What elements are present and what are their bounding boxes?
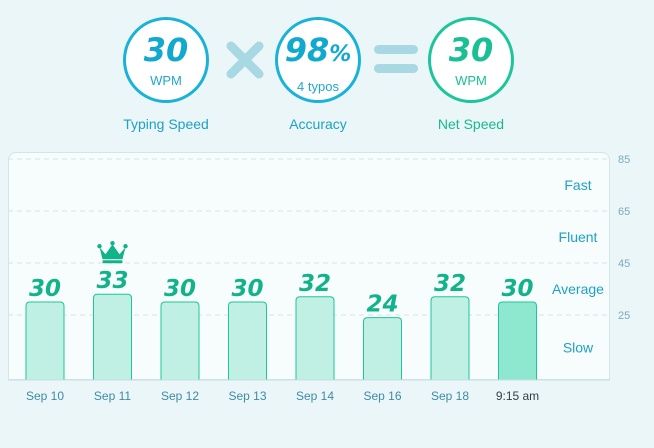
net-speed-value: 30 (448, 31, 494, 69)
bar (228, 301, 267, 381)
bar-value-label: 30 (164, 276, 196, 302)
zone-label: Fast (564, 177, 591, 193)
crown-icon (97, 241, 128, 264)
bar-value-label: 24 (366, 292, 398, 318)
x-tick-label: Sep 11 (94, 389, 131, 403)
bar-value-label: 32 (299, 271, 331, 297)
net-speed-label: Net Speed (437, 116, 505, 132)
net-speed-unit: WPM (455, 73, 487, 88)
zone-label: Average (552, 281, 604, 297)
y-tick-label: 85 (618, 154, 630, 166)
y-tick-label: 25 (618, 310, 630, 322)
x-tick-label: 9:15 am (496, 389, 539, 403)
x-tick-label: Sep 14 (296, 389, 334, 403)
typing-speed-circle: 30 WPM (123, 17, 209, 103)
bar-value-label: 32 (434, 271, 466, 297)
zone-label: Fluent (559, 229, 598, 245)
x-tick-label: Sep 18 (431, 389, 469, 403)
bar (430, 296, 470, 381)
accuracy-percent-sign: % (329, 42, 352, 67)
times-icon (226, 41, 264, 79)
bar-value-label: 30 (29, 276, 61, 302)
y-tick-label: 45 (618, 258, 630, 270)
typo-count: 4 typos (297, 79, 339, 94)
accuracy-label: Accuracy (289, 116, 347, 132)
typing-speed-unit: WPM (150, 73, 182, 88)
x-tick-label: Sep 10 (26, 389, 64, 403)
bar-value-label: 30 (501, 276, 533, 302)
bar (295, 296, 335, 381)
bar-value-label: 33 (96, 268, 128, 294)
typing-speed-label: Typing Speed (123, 116, 209, 132)
bar (160, 301, 200, 381)
bar (363, 317, 402, 381)
x-tick-label: Sep 16 (363, 389, 401, 403)
accuracy-circle: 98% 4 typos (275, 17, 361, 103)
y-tick-label: 65 (618, 206, 630, 218)
bar-value-label: 30 (231, 276, 263, 302)
typing-speed-value: 30 (143, 31, 189, 69)
zone-label: Slow (563, 340, 594, 356)
x-tick-label: Sep 12 (161, 389, 199, 403)
x-tick-label: Sep 13 (228, 389, 266, 403)
net-speed-circle: 30 WPM (428, 17, 514, 103)
bar (498, 301, 537, 381)
bar (25, 301, 65, 381)
equals-icon (374, 45, 418, 73)
accuracy-value: 98% (284, 31, 352, 69)
bar (93, 293, 132, 381)
